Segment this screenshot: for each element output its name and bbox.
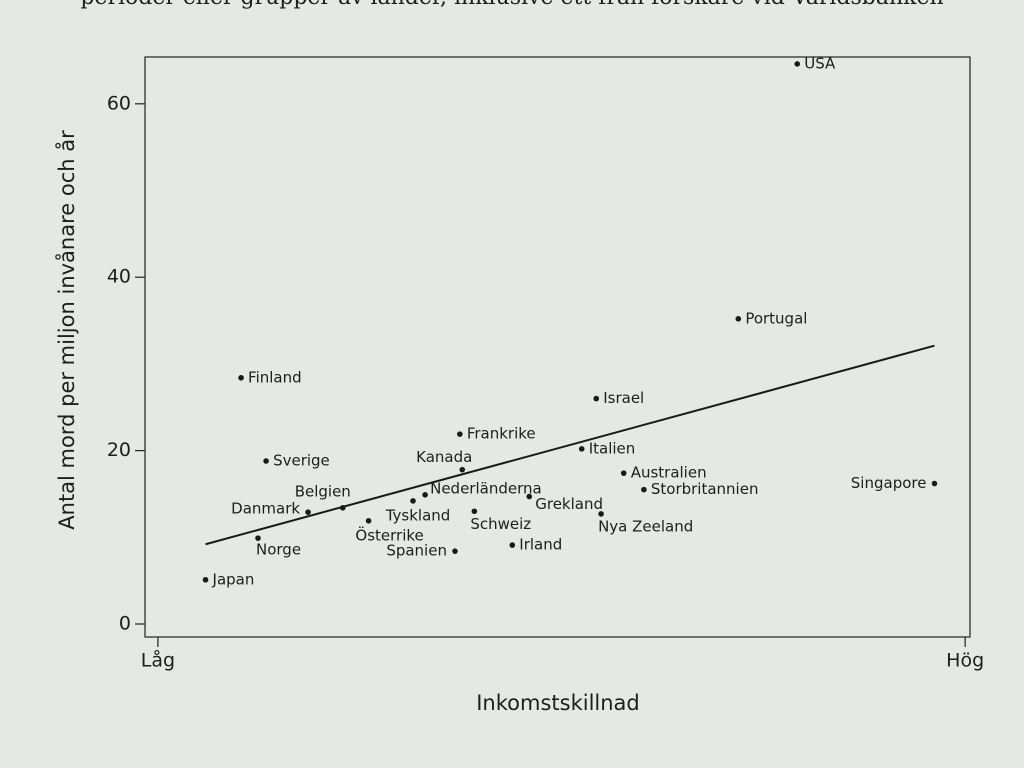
data-point — [526, 493, 533, 500]
point-label: Danmark — [231, 500, 300, 518]
data-point — [263, 458, 269, 464]
data-point — [305, 509, 311, 515]
point-label: Israel — [603, 389, 644, 407]
data-point — [457, 431, 463, 437]
point-label: Storbritannien — [651, 480, 759, 498]
point-label: Spanien — [386, 542, 447, 560]
data-point — [593, 395, 600, 402]
data-point — [509, 542, 516, 548]
point-label: Italien — [589, 439, 636, 457]
point-label: Kanada — [416, 448, 472, 466]
data-point — [238, 374, 244, 381]
y-tick-label: 60 — [107, 92, 131, 114]
data-point — [365, 518, 372, 524]
data-point — [339, 505, 346, 511]
point-label: Nya Zeeland — [598, 517, 693, 535]
point-label: Tyskland — [385, 506, 451, 524]
data-point — [931, 480, 938, 487]
data-point — [459, 466, 466, 473]
x-tick-label: Låg — [141, 649, 175, 672]
point-label: Schweiz — [470, 515, 531, 533]
point-label: Portugal — [745, 309, 807, 327]
data-point — [641, 486, 647, 493]
data-point — [794, 61, 801, 67]
trend-line — [205, 344, 935, 546]
plot-frame — [144, 56, 971, 638]
point-label: Belgien — [295, 482, 351, 500]
y-tick-label: 40 — [107, 266, 131, 288]
point-label: Norge — [256, 541, 301, 559]
point-label: Frankrike — [467, 425, 536, 443]
point-label: Grekland — [535, 495, 603, 513]
point-label: Österrike — [355, 525, 423, 544]
point-label: Finland — [248, 368, 302, 386]
y-tick-label: 0 — [119, 612, 131, 634]
data-point — [410, 498, 416, 504]
data-point — [471, 508, 478, 515]
point-label: Australien — [631, 464, 707, 482]
point-label: Sverige — [273, 452, 330, 470]
data-point — [422, 492, 428, 498]
point-label: Japan — [212, 570, 255, 588]
data-point — [620, 470, 627, 476]
y-axis-label: Antal mord per miljon invånare och år — [54, 130, 79, 530]
data-point — [452, 548, 458, 554]
point-label: Irland — [519, 536, 562, 554]
x-tick-label: Hög — [946, 650, 984, 672]
data-point — [578, 446, 585, 452]
data-point — [202, 576, 209, 583]
point-label: Nederländerna — [430, 479, 542, 497]
page-text: perioder eller grupper av länder, inklus… — [80, 0, 943, 10]
data-point — [735, 316, 742, 322]
data-point — [598, 511, 604, 517]
y-tick-label: 20 — [107, 439, 131, 461]
x-axis-label: Inkomstskillnad — [476, 691, 640, 715]
point-label: USA — [804, 54, 836, 72]
data-point — [255, 535, 261, 541]
point-label: Singapore — [851, 474, 927, 492]
